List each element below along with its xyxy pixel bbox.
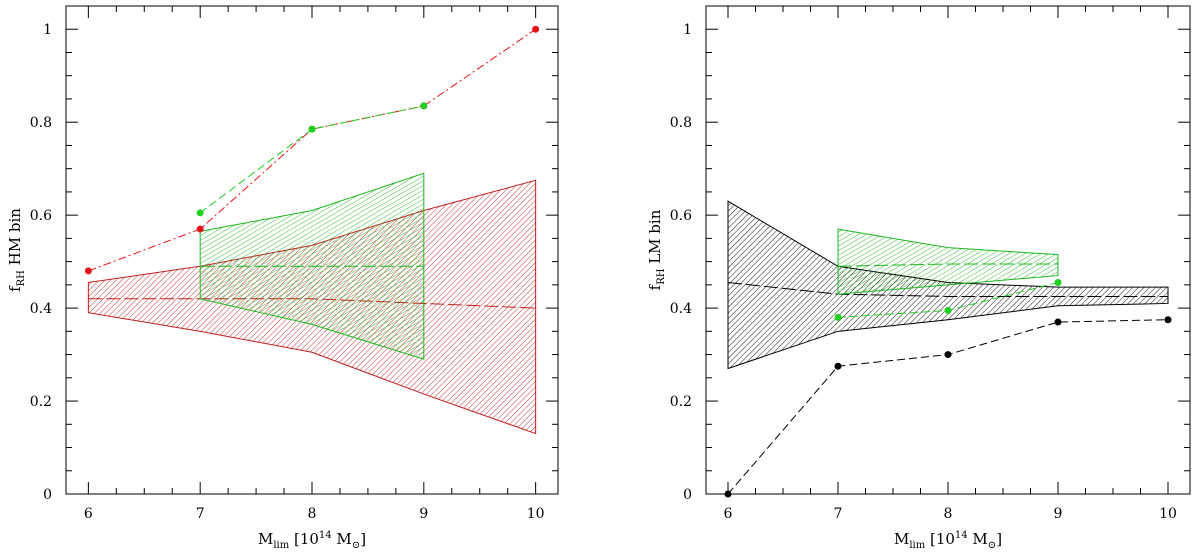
left-series-0-point — [84, 267, 92, 275]
right-x-label-part: ⊙ — [988, 540, 996, 551]
right-series-1-point — [834, 313, 842, 321]
right-y-tick-label: 0 — [683, 487, 692, 503]
right-x-label-part: ] — [996, 530, 1002, 548]
right-y-tick-label: 0.8 — [670, 115, 692, 131]
left-series-1-point — [308, 125, 316, 133]
right-x-label-part: M — [894, 530, 909, 548]
right-band-median-1 — [837, 263, 1058, 267]
right-y-label-part: f — [646, 283, 664, 290]
left-series-line-0 — [88, 28, 536, 272]
right-series-0-point — [834, 362, 842, 370]
right-x-axis-label: Mlim [1014 M⊙] — [894, 530, 1002, 551]
right-y-label-part: LM bin — [646, 209, 664, 268]
left-y-tick-label: 0.8 — [30, 115, 52, 131]
left-y-tick-label: 1 — [43, 22, 52, 38]
left-y-label-part: HM bin — [6, 208, 24, 270]
left-series-1-point — [196, 209, 204, 217]
right-x-label-part: M — [968, 530, 988, 548]
left-x-tick-label: 7 — [196, 506, 205, 522]
right-x-tick-label: 9 — [1054, 506, 1063, 522]
left-y-axis-label: fRH HM bin — [6, 208, 27, 292]
right-band-1 — [837, 228, 1059, 295]
left-y-label-part: f — [6, 285, 24, 292]
right-series-1-point — [944, 306, 952, 314]
right-series-1-point — [1054, 279, 1062, 287]
right-x-tick-label: 7 — [834, 506, 843, 522]
left-series-0-point — [532, 25, 540, 33]
left-y-label-part: RH — [16, 270, 27, 287]
right-y-tick-label: 1 — [683, 22, 692, 38]
left-x-tick-label: 8 — [308, 506, 317, 522]
left-x-label-part: lim — [273, 540, 289, 551]
left-series-1-point — [420, 102, 428, 110]
left-x-tick-label: 9 — [419, 506, 428, 522]
right-y-tick-label: 0.6 — [670, 208, 692, 224]
right-x-tick-label: 10 — [1159, 506, 1177, 522]
left-y-tick-label: 0 — [43, 487, 52, 503]
left-y-tick-label: 0.4 — [30, 301, 52, 317]
right-y-axis-label: fRH LM bin — [646, 209, 667, 290]
left-x-tick-label: 6 — [84, 506, 93, 522]
right-y-tick-label: 0.2 — [670, 394, 692, 410]
left-x-axis-label: Mlim [1014 M⊙] — [258, 530, 366, 551]
left-x-tick-label: 10 — [527, 506, 545, 522]
left-x-label-part: ] — [360, 530, 366, 548]
right-series-0-point — [1054, 318, 1062, 326]
right-series-0-point — [944, 351, 952, 359]
right-x-tick-label: 6 — [724, 506, 733, 522]
left-x-label-part: ⊙ — [352, 540, 360, 551]
left-x-label-part: M — [258, 530, 273, 548]
right-series-0-point — [1164, 316, 1172, 324]
left-series-0-point — [196, 225, 204, 233]
right-x-tick-label: 8 — [944, 506, 953, 522]
right-y-label-part: RH — [656, 268, 667, 285]
left-x-label-part: [10 — [289, 530, 319, 548]
right-series-0-point — [724, 490, 732, 498]
right-y-tick-label: 0.4 — [670, 301, 692, 317]
left-x-label-part: 14 — [319, 530, 332, 541]
left-y-tick-label: 0.6 — [30, 208, 52, 224]
right-x-label-part: 14 — [955, 530, 968, 541]
right-x-label-part: [10 — [925, 530, 955, 548]
left-y-tick-label: 0.2 — [30, 394, 52, 410]
right-x-label-part: lim — [909, 540, 925, 551]
left-x-label-part: M — [332, 530, 352, 548]
right-band-median-0 — [727, 282, 1168, 297]
